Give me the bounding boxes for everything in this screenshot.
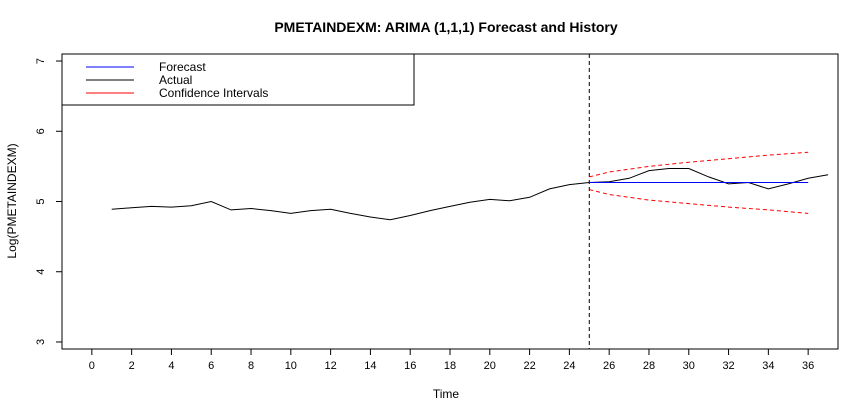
y-tick-label: 4 — [35, 269, 47, 275]
series-upper-ci — [589, 151, 809, 178]
x-tick-label: 8 — [248, 360, 254, 372]
y-tick-label: 5 — [35, 198, 47, 204]
x-tick-label: 32 — [722, 360, 734, 372]
x-tick-label: 10 — [285, 360, 297, 372]
x-tick-label: 36 — [802, 360, 814, 372]
y-tick-label: 6 — [35, 128, 47, 134]
x-tick-label: 16 — [404, 360, 416, 372]
x-tick-label: 14 — [364, 360, 376, 372]
x-axis-label: Time — [433, 387, 460, 401]
y-axis-label: Log(PMETAINDEXM) — [5, 143, 19, 258]
legend-label: Confidence Intervals — [159, 86, 268, 100]
y-tick-label: 7 — [35, 58, 47, 64]
legend-label: Forecast — [159, 60, 206, 74]
x-tick-label: 6 — [208, 360, 214, 372]
x-tick-label: 22 — [523, 360, 535, 372]
x-tick-label: 26 — [603, 360, 615, 372]
series-layer — [111, 151, 829, 221]
y-tick-label: 3 — [35, 339, 47, 345]
legend-label: Actual — [159, 73, 192, 87]
x-tick-label: 4 — [168, 360, 174, 372]
x-tick-label: 12 — [324, 360, 336, 372]
x-tick-label: 30 — [683, 360, 695, 372]
x-tick-label: 24 — [563, 360, 575, 372]
chart-title: PMETAINDEXM: ARIMA (1,1,1) Forecast and … — [274, 19, 618, 35]
x-tick-label: 0 — [89, 360, 95, 372]
x-tick-label: 18 — [444, 360, 456, 372]
x-tick-label: 28 — [643, 360, 655, 372]
x-tick-label: 34 — [762, 360, 774, 372]
x-tick-label: 20 — [484, 360, 496, 372]
series-actual — [111, 168, 829, 221]
x-tick-label: 2 — [129, 360, 135, 372]
series-lower-ci — [589, 189, 809, 214]
